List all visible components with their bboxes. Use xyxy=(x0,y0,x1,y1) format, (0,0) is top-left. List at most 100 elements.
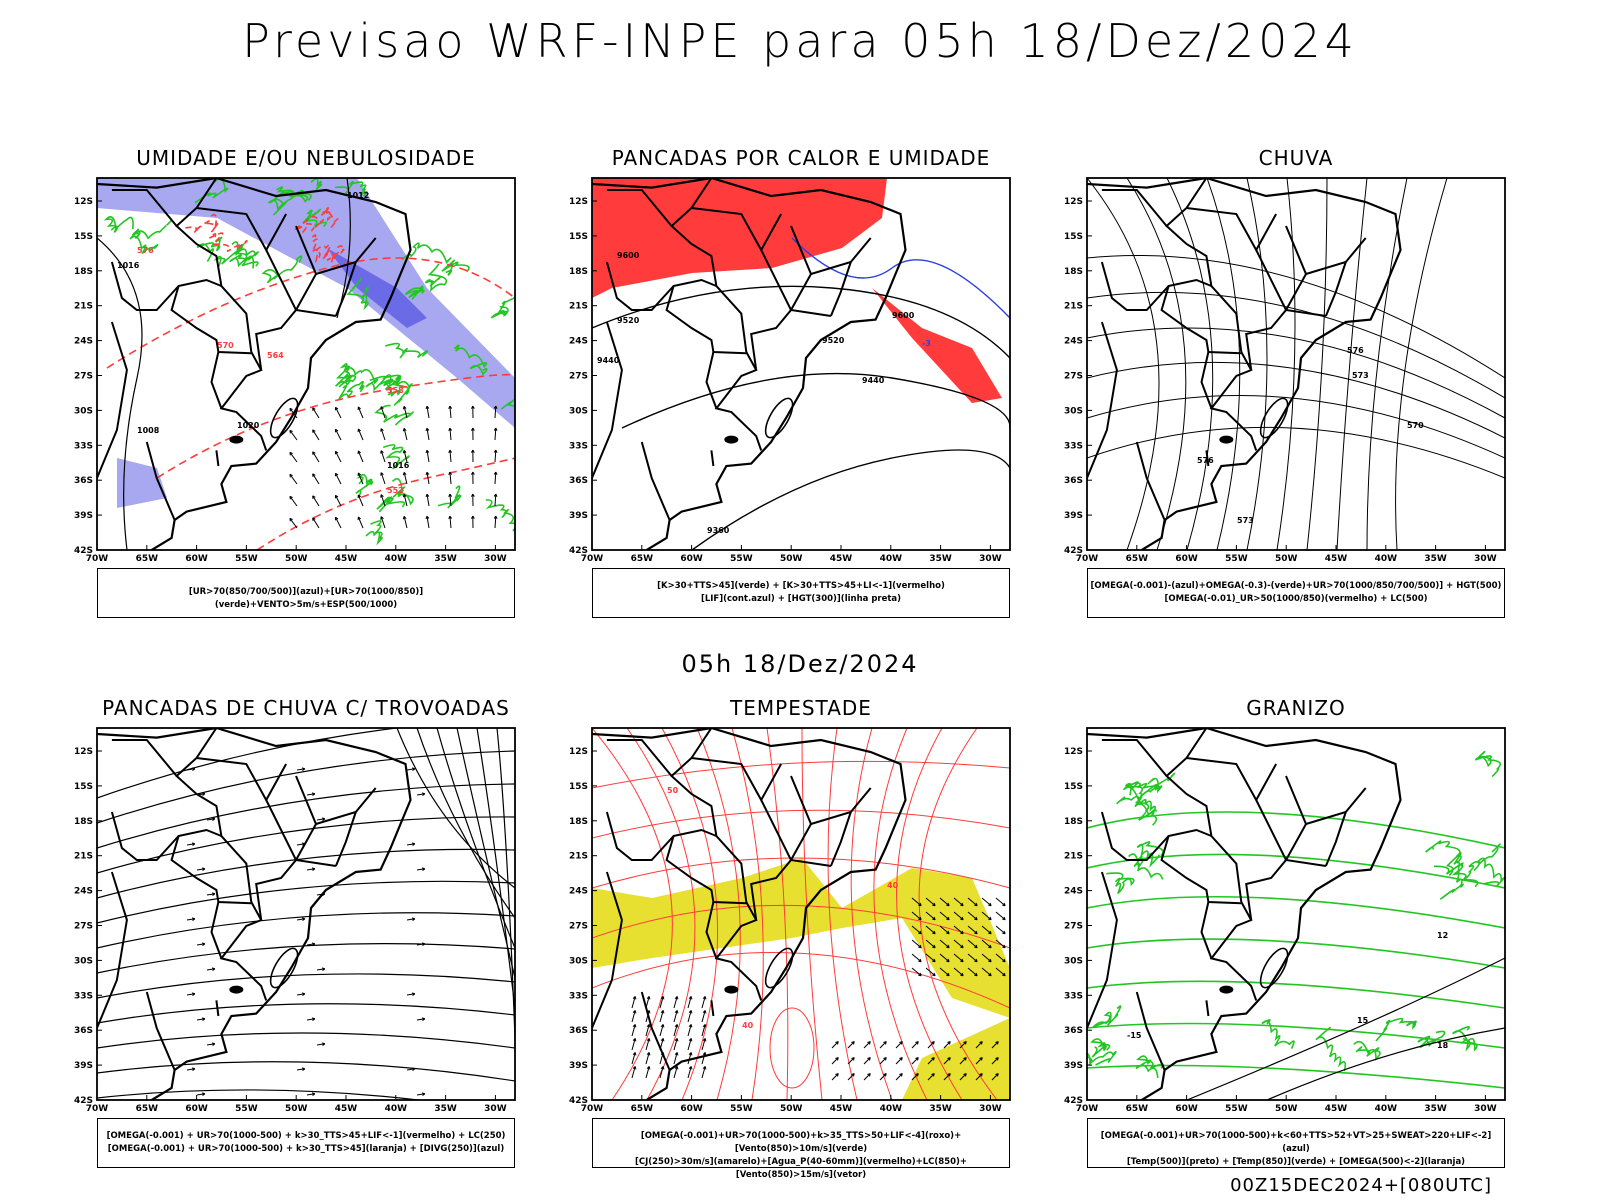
thickness-contour xyxy=(106,257,515,369)
streamline-arrow xyxy=(196,943,205,946)
precip-water-contour xyxy=(896,728,963,1100)
state-border xyxy=(829,811,852,867)
state-border xyxy=(665,828,747,905)
wind-850-vector xyxy=(953,967,964,977)
wind-vector xyxy=(357,494,364,507)
wind-850-vector-head xyxy=(988,958,992,963)
precip-water-contour xyxy=(592,857,1010,889)
lat-tick-label: 36S xyxy=(74,476,93,486)
wind-850-vector-head xyxy=(702,1010,707,1014)
lat-tick-label: 36S xyxy=(1064,1026,1083,1036)
wind-850-vector xyxy=(687,996,692,1009)
wind-850-vector xyxy=(631,1052,636,1065)
lat-tick-label: 18S xyxy=(1064,817,1083,827)
wind-850-vector-head xyxy=(883,1041,887,1045)
humidity-low-contour xyxy=(267,186,309,211)
lat-tick-label: 12S xyxy=(74,747,93,757)
streamline-arrow-head xyxy=(421,942,426,947)
humidity-low-contour xyxy=(233,244,259,262)
lat-tick-label: 12S xyxy=(1064,747,1083,757)
wind-vector xyxy=(335,407,342,419)
wind-850-vector-head xyxy=(660,1024,665,1028)
height-500-contour xyxy=(1087,291,1505,399)
streamline-arrow-head xyxy=(211,1042,216,1047)
lon-tick-label: 55W xyxy=(235,1104,258,1114)
lon-tick-label: 70W xyxy=(86,554,109,564)
height-500-contour xyxy=(1087,255,1505,379)
wind-vector xyxy=(403,406,408,419)
wind-850-vector-head xyxy=(988,930,992,935)
state-border xyxy=(110,811,180,861)
state-border xyxy=(334,261,357,317)
wind-vector xyxy=(403,450,408,463)
state-border xyxy=(750,823,812,921)
lagoon xyxy=(269,397,299,439)
state-border xyxy=(1165,728,1243,903)
state-border xyxy=(1285,225,1367,276)
wind-850-vector xyxy=(967,939,978,949)
wind-850-vector-head xyxy=(867,1073,871,1077)
wind-850-vector-head xyxy=(688,1052,693,1056)
wind-850-vector xyxy=(995,953,1006,963)
height-500-contour xyxy=(1087,178,1160,550)
state-border xyxy=(1255,249,1327,317)
contour-label: -15 xyxy=(1127,1031,1142,1040)
wind-850-vector xyxy=(925,925,936,935)
humidity-low-contour xyxy=(401,242,452,264)
wind-850-vector-head xyxy=(931,1073,935,1077)
lat-tick-label: 12S xyxy=(74,197,93,207)
wind-850-vector xyxy=(687,1038,692,1051)
wind-850-vector xyxy=(701,1038,706,1051)
wind-vector xyxy=(357,516,364,529)
lat-tick-label: 39S xyxy=(569,511,588,521)
streamline-arrow-head xyxy=(411,992,416,997)
state-border xyxy=(1100,261,1170,311)
map-granizo: 12 15 18 -15 12S 15S 18S 21S 24S 27S 30S 33S 36S 39S 4… xyxy=(1064,727,1506,1114)
map-layers: 576 573 570 576 573 12S 15S 18S 21S 24S 27S 30S 33S 3… xyxy=(1064,177,1506,564)
lon-tick-label: 60W xyxy=(1175,1104,1198,1114)
panel-title-granizo: GRANIZO xyxy=(1246,696,1346,720)
humidity-low-contour xyxy=(383,375,401,391)
wind-vector xyxy=(426,494,430,507)
state-border xyxy=(170,828,252,905)
streamline-arrow xyxy=(306,868,315,871)
wind-850-vector xyxy=(995,911,1006,921)
contour-label: 570 xyxy=(217,341,234,350)
streamline xyxy=(436,728,515,949)
wind-vector-head xyxy=(289,429,293,434)
wind-vector xyxy=(449,449,452,463)
wind-850-vector-head xyxy=(988,944,992,949)
wind-850-vector xyxy=(939,939,950,949)
height-500-contour xyxy=(1336,178,1368,550)
legend-chuva: [OMEGA(-0.001)-(azul)+OMEGA(-0.3)-(verde… xyxy=(1087,568,1505,618)
convection-li-field xyxy=(592,178,887,298)
wind-850-vector xyxy=(847,1057,855,1065)
streamline xyxy=(97,880,515,924)
wind-850-vector-head xyxy=(963,1041,967,1045)
humidity-low-contour xyxy=(437,485,462,509)
streamline-arrow xyxy=(406,1068,415,1071)
wind-vector xyxy=(403,472,408,485)
wind-850-vector xyxy=(953,953,964,963)
wind-vector xyxy=(289,430,298,441)
wind-850-vector xyxy=(911,953,922,963)
wind-850-vector xyxy=(911,911,922,921)
streamline-arrow-head xyxy=(311,942,316,947)
temp-850-contour xyxy=(1129,785,1158,826)
streamline-arrow-head xyxy=(311,1017,316,1022)
streamline-arrow xyxy=(206,968,215,971)
wind-850-vector xyxy=(967,925,978,935)
streamline-arrow xyxy=(406,843,415,846)
wind-850-vector xyxy=(927,1041,935,1049)
wind-850-vector-head xyxy=(702,1038,707,1042)
wind-850-vector-head xyxy=(947,1057,951,1061)
state-border xyxy=(1135,441,1166,521)
state-border xyxy=(710,1000,715,1017)
streamline-arrow-head xyxy=(201,792,206,797)
wind-vector xyxy=(426,516,430,529)
contour-label: 1008 xyxy=(137,426,160,435)
wind-850-vector xyxy=(631,1066,636,1079)
streamline-arrow xyxy=(406,918,415,921)
wind-850-vector xyxy=(895,1041,903,1049)
panel-title-trovoadas: PANCADAS DE CHUVA C/ TROVOADAS xyxy=(102,696,510,720)
